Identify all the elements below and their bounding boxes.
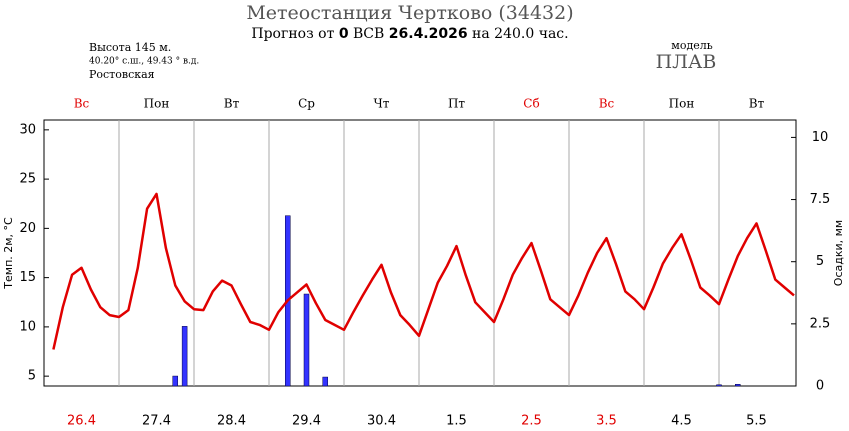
y2-tick-label: 0 (816, 379, 824, 394)
day-name: Вс (599, 97, 615, 111)
station-height: Высота 145 м. (89, 41, 171, 54)
precip-bar (172, 375, 178, 387)
station-coords: 40.20° с.ш., 49.43 ° в.д. (89, 57, 199, 67)
y-tick-label: 10 (19, 319, 36, 334)
y-tick-label: 5 (28, 369, 36, 384)
subtitle-date: 26.4.2026 (389, 26, 468, 42)
date-label: 28.4 (217, 414, 246, 429)
precip-bar (303, 293, 310, 387)
date-label: 29.4 (292, 414, 321, 429)
y2-tick-label: 5 (816, 254, 824, 269)
day-name: Вт (224, 97, 240, 111)
y2-tick-label: 10 (812, 130, 829, 145)
day-name: Пон (144, 97, 170, 111)
y-tick-label: 25 (19, 172, 36, 187)
day-name: Ср (298, 97, 315, 111)
chart-title: Метеостанция Чертково (34432) (246, 2, 573, 24)
date-label: 1.5 (446, 414, 467, 429)
day-name: Вс (74, 97, 90, 111)
date-label: 5.5 (746, 414, 767, 429)
y2-axis-label: Осадки, мм (832, 220, 845, 286)
y2-tick-label: 7.5 (810, 192, 831, 207)
date-label: 30.4 (367, 414, 396, 429)
subtitle: Прогноз от 0 ВСВ 26.4.2026 на 240.0 час. (251, 26, 568, 42)
subtitle-text: на 240.0 час. (472, 26, 569, 42)
subtitle-text: ВСВ (353, 26, 384, 42)
precip-bar (322, 376, 328, 387)
y-tick-label: 30 (19, 122, 36, 137)
day-name: Пон (669, 97, 695, 111)
precip-bar (181, 326, 188, 387)
precip-bar (716, 384, 722, 387)
date-label: 27.4 (142, 414, 171, 429)
y-axis-label: Темп. 2м, °C (2, 217, 15, 290)
date-label: 2.5 (521, 414, 542, 429)
date-label: 4.5 (671, 414, 692, 429)
day-name: Пт (448, 97, 465, 111)
y2-tick-label: 2.5 (810, 316, 831, 331)
y-tick-label: 20 (19, 221, 36, 236)
precip-bar (735, 384, 741, 387)
plot-frame (43, 119, 797, 387)
subtitle-run: 0 (339, 26, 349, 42)
model-name: ПЛАВ (656, 51, 717, 73)
station-region: Ростовская (89, 68, 155, 81)
temperature-line (52, 192, 795, 350)
day-name: Сб (523, 97, 539, 111)
date-label: 26.4 (67, 414, 96, 429)
day-name: Чт (374, 97, 390, 111)
subtitle-text: Прогноз от (251, 26, 334, 42)
model-label: модель (671, 39, 712, 52)
day-name: Вт (749, 97, 765, 111)
date-label: 3.5 (596, 414, 617, 429)
y-tick-label: 15 (19, 270, 36, 285)
